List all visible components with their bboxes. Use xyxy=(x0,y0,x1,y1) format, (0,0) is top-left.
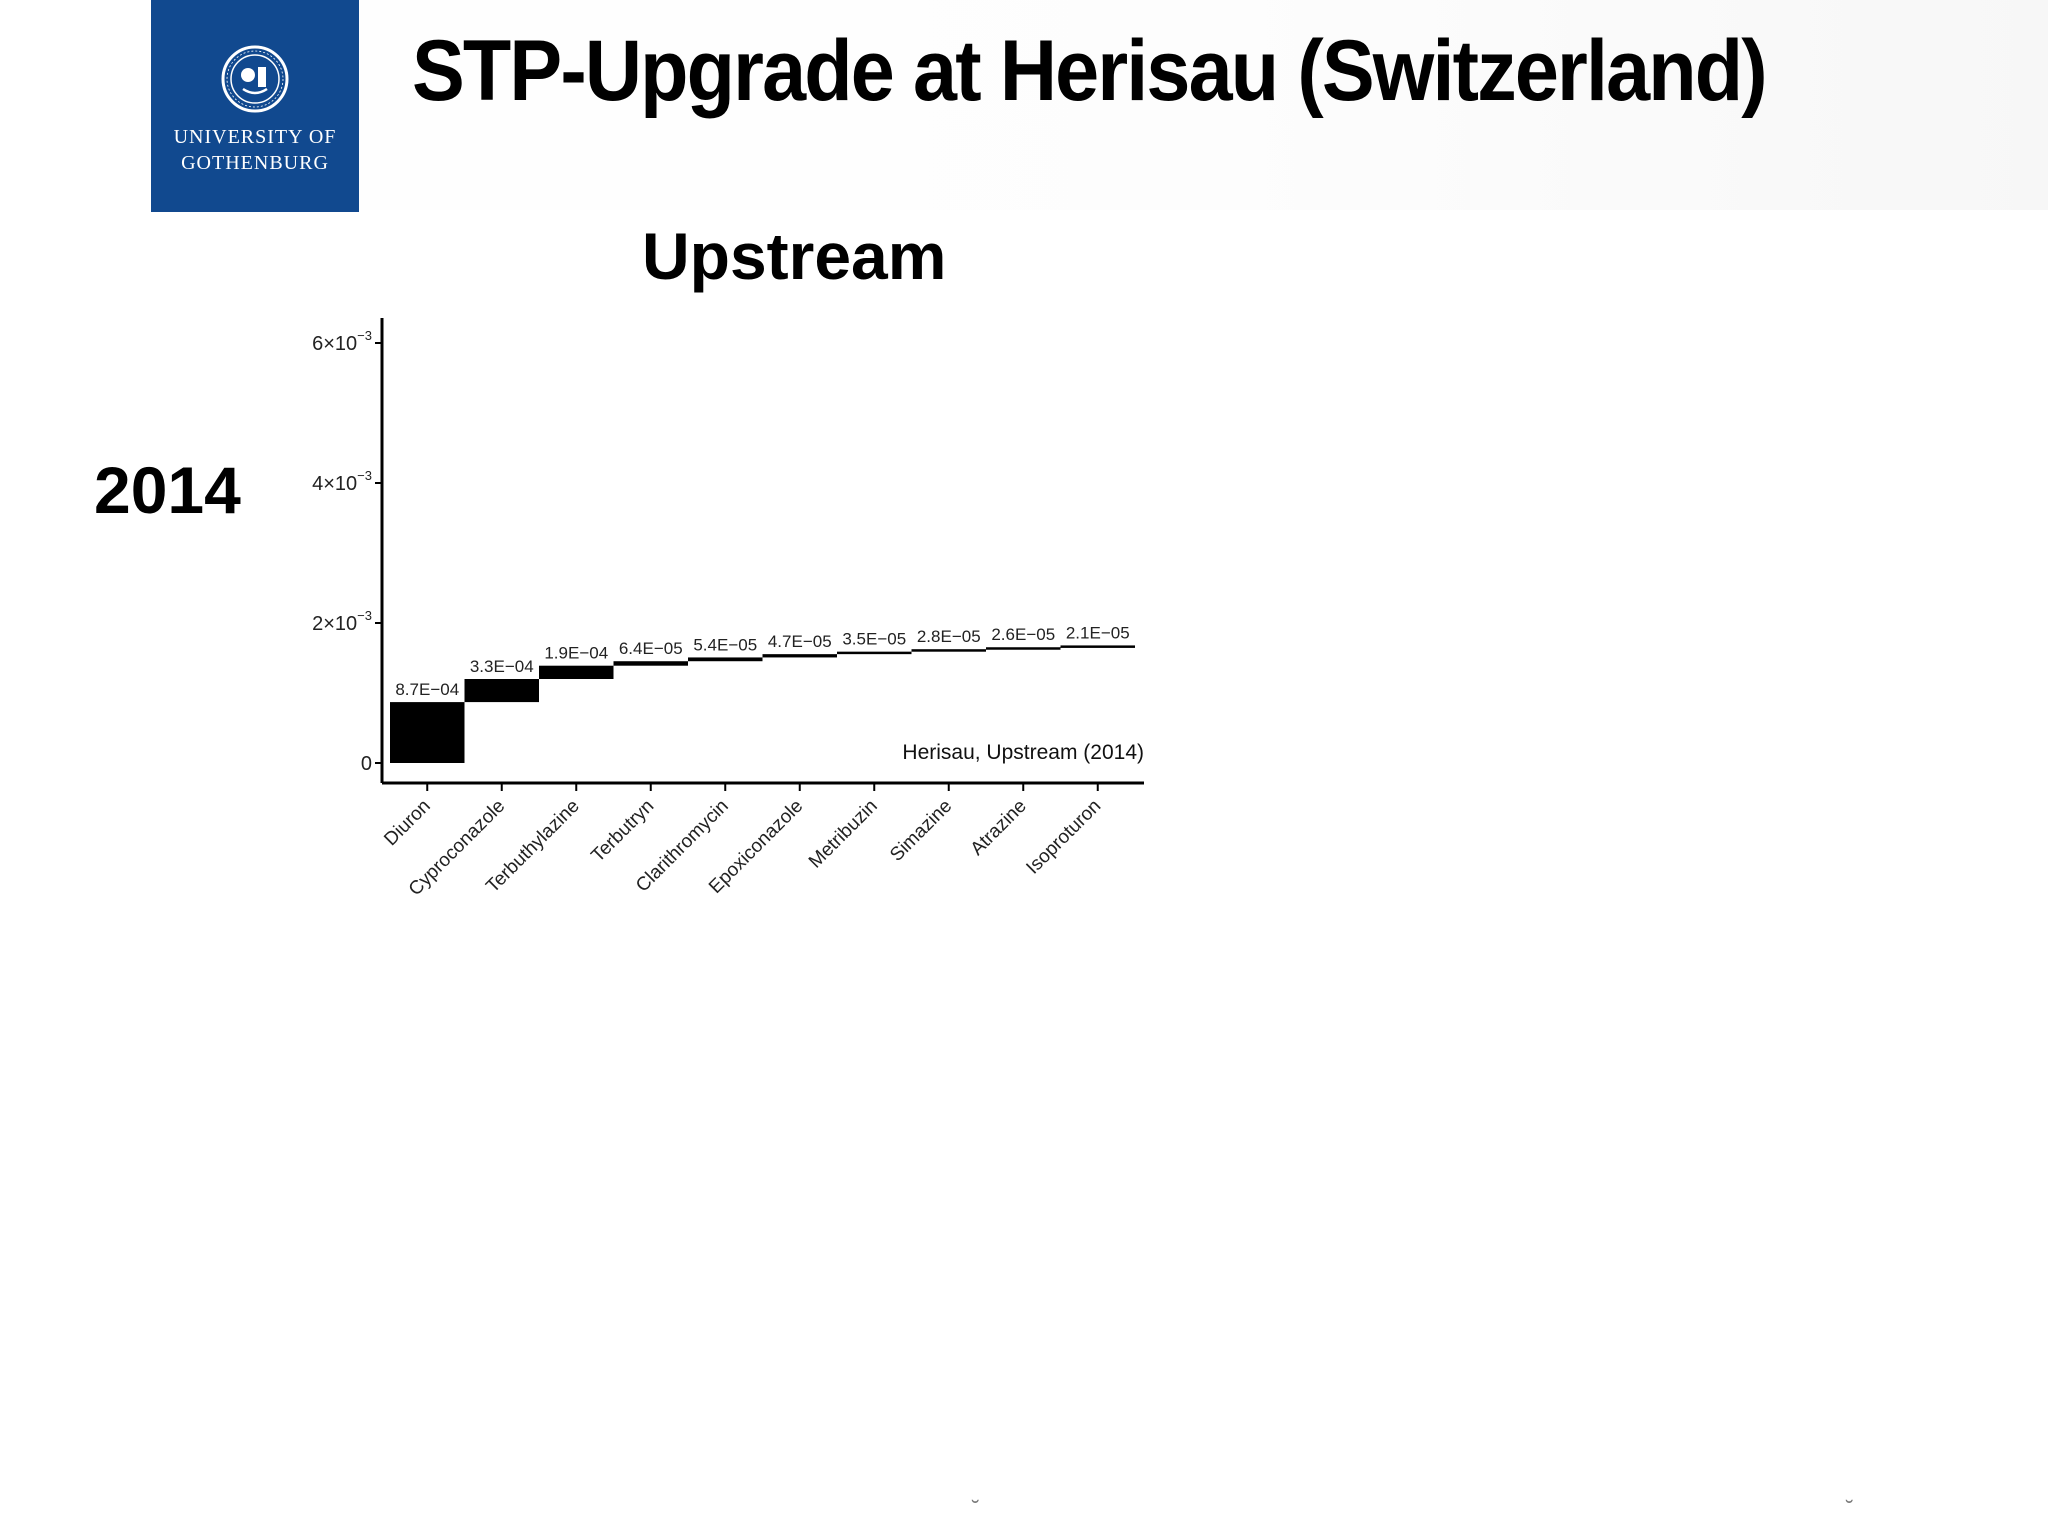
logo-text-line2: GOTHENBURG xyxy=(181,152,329,174)
slide-title: STP-Upgrade at Herisau (Switzerland) xyxy=(412,23,1768,119)
y-tick-label: 0 xyxy=(361,753,372,775)
x-tick-label: Simazine xyxy=(886,796,956,866)
university-seal-icon xyxy=(221,45,289,113)
faint-mark: ˘ xyxy=(1846,1496,1854,1521)
bar-simazine xyxy=(911,649,986,652)
bar-value-label: 6.4E−05 xyxy=(619,639,683,658)
university-logo: UNIVERSITY OF GOTHENBURG xyxy=(151,0,359,212)
bar-atrazine xyxy=(986,647,1061,650)
x-tick-label: Atrazine xyxy=(967,796,1031,860)
x-tick-label: Diuron xyxy=(380,796,434,850)
bar-value-label: 2.1E−05 xyxy=(1066,623,1130,642)
x-tick-label: Metribuzin xyxy=(805,796,882,873)
bar-value-label: 3.3E−04 xyxy=(470,657,534,676)
bar-value-label: 2.8E−05 xyxy=(917,627,981,646)
logo-text-line1: UNIVERSITY OF xyxy=(173,126,337,148)
bar-value-label: 2.6E−05 xyxy=(991,625,1055,644)
bar-cyproconazole xyxy=(464,679,539,703)
faint-mark: ˘ xyxy=(972,1496,980,1521)
bar-clarithromycin xyxy=(688,657,763,662)
bar-terbuthylazine xyxy=(539,665,614,679)
bar-value-label: 3.5E−05 xyxy=(842,630,906,649)
bar-metribuzin xyxy=(837,651,912,655)
bar-terbutryn xyxy=(613,661,688,666)
bar-diuron xyxy=(390,702,465,763)
bar-epoxiconazole xyxy=(762,654,837,658)
x-tick-label: Terbutryn xyxy=(587,796,658,867)
bar-value-label: 4.7E−05 xyxy=(768,632,832,651)
y-tick-label: 2×10−3 xyxy=(312,608,372,635)
chart-annotation: Herisau, Upstream (2014) xyxy=(902,741,1144,764)
bar-value-label: 1.9E−04 xyxy=(544,644,608,663)
bar-isoproturon xyxy=(1060,645,1135,648)
y-tick-label: 4×10−3 xyxy=(312,468,372,495)
chart-subtitle: Upstream xyxy=(642,219,947,293)
x-tick-label: Isoproturon xyxy=(1022,796,1105,879)
y-tick-label: 6×10−3 xyxy=(312,328,372,355)
bar-value-label: 8.7E−04 xyxy=(395,680,459,699)
bar-value-label: 5.4E−05 xyxy=(693,635,757,654)
year-label: 2014 xyxy=(94,453,241,527)
